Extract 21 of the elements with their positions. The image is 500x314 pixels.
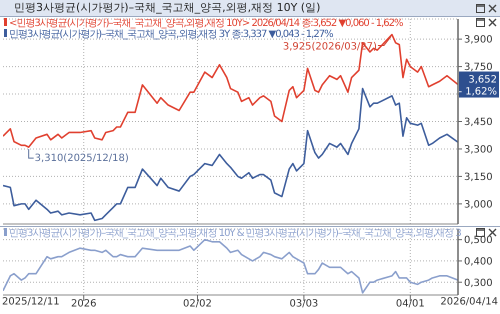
y-tick-label: 0,300 [464,278,493,289]
text: 2025/12/11 [2,296,60,308]
y-tick-label: 3,750 [464,62,493,74]
line-series [3,88,458,222]
y-tick-label: 3,450 [464,117,493,128]
x-tick-label: 04/01 [396,298,425,310]
y-tick-label: 3,900 [464,34,493,46]
chart-title: 민평3사평균(시가평가)–국채_국고채_양곡,외평,재정 10Y (일) [14,1,320,14]
text: 2026/04/14 [440,296,498,308]
x-tick-label: 02/02 [183,298,212,310]
annotation: 3,652 - 1,62% [458,74,497,98]
y-tick-label: 3,300 [464,144,493,156]
y-tick-label: 3,000 [464,199,493,210]
annotation: 3,310(2025/12/18) [34,153,129,164]
line-series [3,238,458,294]
y-tick-label: 0,400 [464,256,493,268]
x-tick-label: 03/03 [289,298,318,310]
x-tick-label: 2026 [71,298,96,310]
legend-label: <민평3사평균(시가평가)–국채_국고채_양곡,외평,재정 10Y> 2026/04/14 종:3,652 ▼0,060 - 1,62% [9,18,403,29]
y-tick-label: 3,150 [464,172,493,183]
legend-label: 민평3사평균(시가평가)–국채_국고채_양곡,외평,재정 3Y 종:3,337 ▼0,043 - 1,27% [9,29,333,40]
